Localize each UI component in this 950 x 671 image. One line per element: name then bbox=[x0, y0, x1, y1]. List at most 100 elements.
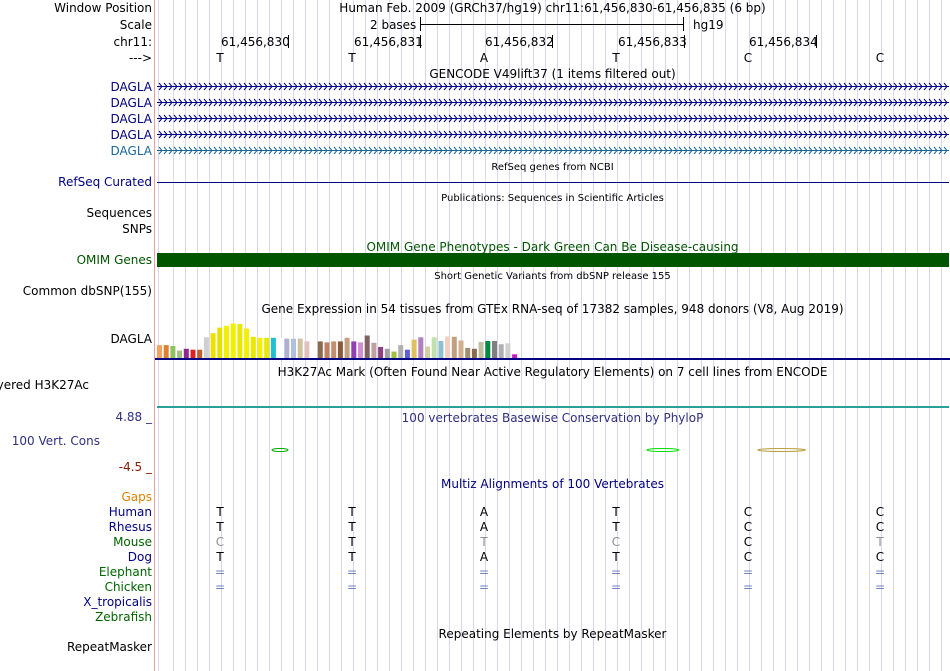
species-label-x-tropicalis[interactable]: X_tropicalis bbox=[83, 595, 152, 609]
gtex-tissue-bar[interactable] bbox=[465, 347, 471, 358]
species-label-mouse[interactable]: Mouse bbox=[113, 535, 152, 549]
gtex-tissue-bar[interactable] bbox=[398, 345, 404, 358]
gtex-tissue-bar[interactable] bbox=[224, 325, 229, 358]
species-label-chicken[interactable]: Chicken bbox=[104, 580, 152, 594]
phylop-track-label[interactable]: 100 Vert. Cons bbox=[11, 434, 100, 448]
gtex-title: Gene Expression in 54 tissues from GTEx … bbox=[261, 302, 844, 316]
alignment-base: T bbox=[348, 535, 356, 549]
gtex-tissue-bar[interactable] bbox=[324, 342, 330, 358]
gtex-tissue-bar[interactable] bbox=[291, 338, 296, 358]
phylop-plot[interactable] bbox=[155, 440, 950, 456]
gtex-tissue-bar[interactable] bbox=[337, 341, 343, 358]
gencode-gene-line[interactable] bbox=[157, 130, 949, 139]
gtex-tissue-bar[interactable] bbox=[498, 344, 504, 358]
gtex-tissue-bar[interactable] bbox=[197, 349, 203, 358]
gencode-item-label[interactable]: DAGLA bbox=[110, 112, 153, 126]
gtex-tissue-bar[interactable] bbox=[451, 336, 457, 358]
gaps-label[interactable]: Gaps bbox=[121, 490, 152, 504]
gtex-baseline bbox=[155, 358, 950, 360]
gtex-tissue-bar[interactable] bbox=[384, 348, 390, 358]
gtex-tissue-bar[interactable] bbox=[304, 341, 310, 358]
gencode-item-label[interactable]: DAGLA bbox=[110, 144, 153, 158]
gtex-tissue-bar[interactable] bbox=[512, 354, 518, 358]
ruler-position: 61,456,832 bbox=[485, 35, 554, 49]
species-label-human[interactable]: Human bbox=[108, 505, 152, 519]
alignment-base: T bbox=[612, 550, 620, 564]
track-area[interactable]: Human Feb. 2009 (GRCh37/hg19) chr11:61,4… bbox=[155, 0, 950, 671]
gtex-tissue-bar[interactable] bbox=[485, 341, 491, 358]
gtex-tissue-bar[interactable] bbox=[378, 347, 384, 358]
gtex-tissue-bar[interactable] bbox=[331, 341, 337, 358]
dbsnp-label[interactable]: Common dbSNP(155) bbox=[22, 284, 152, 298]
gtex-gene-label[interactable]: DAGLA bbox=[110, 332, 153, 346]
gtex-tissue-bar[interactable] bbox=[157, 345, 162, 358]
gtex-tissue-bar[interactable] bbox=[177, 350, 183, 358]
omim-title: OMIM Gene Phenotypes - Dark Green Can Be… bbox=[366, 240, 739, 254]
gencode-item-label[interactable]: DAGLA bbox=[110, 96, 153, 110]
gtex-tissue-bar[interactable] bbox=[431, 337, 437, 358]
gtex-tissue-bar[interactable] bbox=[190, 349, 196, 358]
snps-label[interactable]: SNPs bbox=[122, 222, 152, 236]
gtex-tissue-bar[interactable] bbox=[391, 351, 397, 358]
gtex-tissue-bar[interactable] bbox=[257, 337, 263, 358]
refseq-gene-line[interactable] bbox=[157, 182, 949, 183]
gtex-tissue-bar[interactable] bbox=[210, 333, 216, 358]
gtex-tissue-bar[interactable] bbox=[351, 341, 357, 358]
gtex-tissue-bar[interactable] bbox=[244, 328, 250, 358]
alignment-base: T bbox=[348, 550, 356, 564]
gtex-tissue-bar[interactable] bbox=[404, 349, 410, 358]
ruler-position: 61,456,834 bbox=[749, 35, 818, 49]
h3k27ac-label[interactable]: Layered H3K27Ac bbox=[0, 378, 89, 392]
h3k27ac-signal bbox=[157, 406, 949, 408]
gtex-tissue-bar[interactable] bbox=[425, 346, 430, 359]
repeatmasker-label[interactable]: RepeatMasker bbox=[66, 640, 152, 654]
strand-arrow-label[interactable]: ---> bbox=[128, 51, 152, 65]
gencode-item-label[interactable]: DAGLA bbox=[110, 80, 153, 94]
species-label-elephant[interactable]: Elephant bbox=[98, 565, 152, 579]
species-label-rhesus[interactable]: Rhesus bbox=[108, 520, 152, 534]
gtex-tissue-bar[interactable] bbox=[270, 337, 276, 358]
gtex-tissue-bar[interactable] bbox=[277, 337, 283, 358]
gencode-item-label[interactable]: DAGLA bbox=[110, 128, 153, 142]
gencode-gene-line[interactable] bbox=[157, 146, 949, 155]
gtex-tissue-bar[interactable] bbox=[471, 348, 477, 358]
species-label-zebrafish[interactable]: Zebrafish bbox=[95, 610, 152, 624]
gtex-tissue-bar[interactable] bbox=[418, 337, 424, 358]
dbsnp-title: Short Genetic Variants from dbSNP releas… bbox=[434, 271, 671, 282]
gencode-title: GENCODE V49lift37 (1 items filtered out) bbox=[429, 67, 676, 81]
omim-genes-label[interactable]: OMIM Genes bbox=[76, 253, 152, 267]
gtex-tissue-bar[interactable] bbox=[438, 341, 444, 358]
species-label-dog[interactable]: Dog bbox=[127, 550, 152, 564]
gtex-tissue-bar[interactable] bbox=[358, 342, 363, 358]
gtex-tissue-bar[interactable] bbox=[284, 338, 290, 358]
sequences-label[interactable]: Sequences bbox=[86, 206, 152, 220]
gtex-tissue-bar[interactable] bbox=[492, 341, 497, 358]
omim-gene-bar[interactable] bbox=[157, 253, 949, 267]
gtex-tissue-bar[interactable] bbox=[237, 324, 243, 358]
gtex-tissue-bar[interactable] bbox=[411, 339, 417, 358]
gtex-tissue-bar[interactable] bbox=[203, 337, 209, 358]
gtex-tissue-bar[interactable] bbox=[264, 337, 270, 358]
alignment-base: T bbox=[348, 520, 356, 534]
phylop-mark bbox=[271, 448, 289, 452]
gencode-gene-line[interactable] bbox=[157, 98, 949, 107]
gtex-tissue-bar[interactable] bbox=[505, 343, 511, 358]
gtex-tissue-bar[interactable] bbox=[478, 341, 484, 358]
gtex-tissue-bar[interactable] bbox=[364, 335, 370, 359]
gtex-tissue-bar[interactable] bbox=[317, 341, 323, 358]
gtex-tissue-bar[interactable] bbox=[217, 327, 223, 358]
refseq-curated-label[interactable]: RefSeq Curated bbox=[58, 175, 152, 189]
gtex-bar-chart[interactable] bbox=[155, 312, 555, 360]
gtex-tissue-bar[interactable] bbox=[458, 340, 464, 359]
gtex-tissue-bar[interactable] bbox=[230, 323, 236, 359]
gencode-gene-line[interactable] bbox=[157, 114, 949, 123]
gtex-tissue-bar[interactable] bbox=[371, 342, 377, 358]
gtex-tissue-bar[interactable] bbox=[445, 336, 451, 358]
gtex-tissue-bar[interactable] bbox=[170, 346, 176, 358]
gtex-tissue-bar[interactable] bbox=[163, 345, 169, 358]
gtex-tissue-bar[interactable] bbox=[183, 348, 189, 358]
gtex-tissue-bar[interactable] bbox=[297, 338, 303, 358]
gencode-gene-line[interactable] bbox=[157, 82, 949, 91]
gtex-tissue-bar[interactable] bbox=[250, 336, 256, 358]
gtex-tissue-bar[interactable] bbox=[344, 337, 350, 358]
